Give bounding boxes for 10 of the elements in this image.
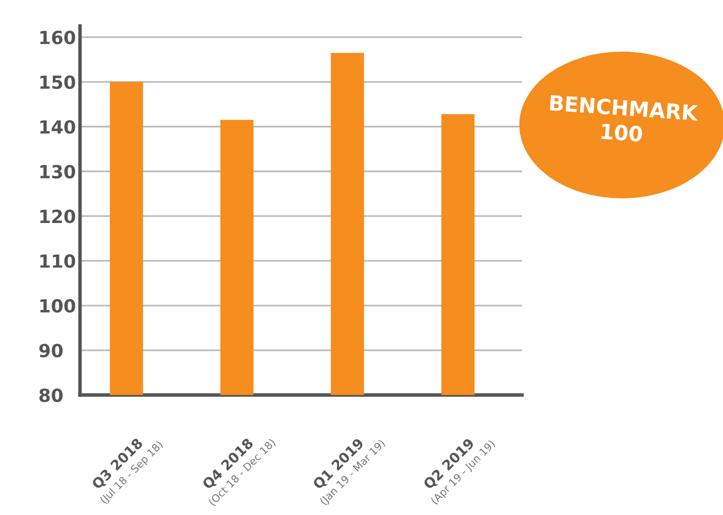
y-tick-label: 100	[40, 299, 76, 313]
y-tick-label: 120	[40, 210, 76, 224]
y-tick-label: 80	[39, 388, 63, 402]
text: BENCHMARK 100	[550, 94, 699, 142]
y-tick-label: 130	[40, 164, 76, 178]
y-tick-label: 110	[40, 254, 76, 268]
y-tick-label: 150	[40, 75, 76, 90]
y-tick-label: 160	[40, 30, 76, 44]
y-tick-label: 140	[40, 120, 76, 134]
y-tick-label: 90	[39, 344, 63, 358]
